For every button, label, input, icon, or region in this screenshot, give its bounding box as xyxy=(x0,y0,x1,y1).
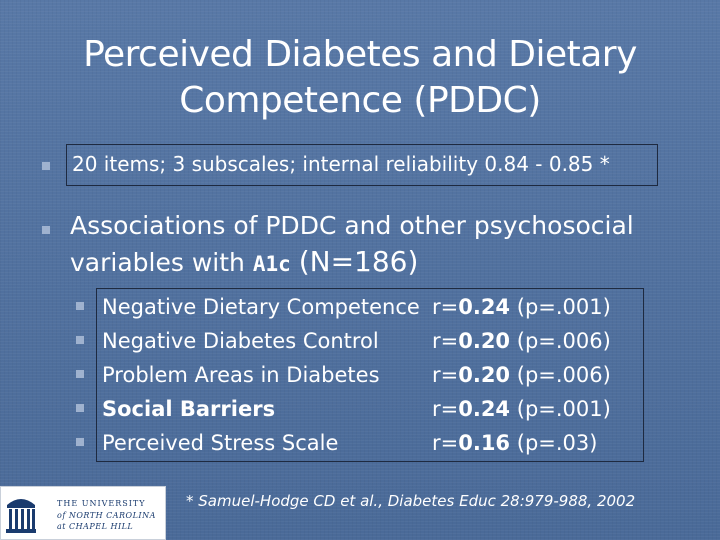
r-prefix: r= xyxy=(432,295,459,319)
bullet2-prefix: Associations of PDDC and other psychosoc… xyxy=(70,211,634,277)
association-row: Negative Diabetes Control r=0.20 (p=.006) xyxy=(0,324,720,358)
bullet-square-icon xyxy=(42,226,50,234)
bullet2-bold-term: A1c xyxy=(252,252,291,276)
logo-line-3: at CHAPEL HILL xyxy=(57,522,134,531)
bullet1-text: 20 items; 3 subscales; internal reliabil… xyxy=(72,152,610,176)
p-value: (p=.006) xyxy=(516,329,611,353)
p-value: (p=.006) xyxy=(516,363,611,387)
association-stat: r=0.20 (p=.006) xyxy=(432,324,611,358)
sub-bullet-square-icon xyxy=(76,302,84,310)
association-row: Social Barriers r=0.24 (p=.001) xyxy=(0,392,720,426)
association-stat: r=0.24 (p=.001) xyxy=(432,392,611,426)
association-label: Problem Areas in Diabetes xyxy=(102,363,380,387)
slide-title: Perceived Diabetes and Dietary Competenc… xyxy=(83,34,637,121)
association-label: Negative Dietary Competence xyxy=(102,295,420,319)
association-label: Perceived Stress Scale xyxy=(102,431,339,455)
bullet-square-icon xyxy=(42,162,50,170)
association-label: Negative Diabetes Control xyxy=(102,329,379,353)
citation: * Samuel-Hodge CD et al., Diabetes Educ … xyxy=(186,492,636,510)
association-row: Problem Areas in Diabetes r=0.20 (p=.006) xyxy=(0,358,720,392)
r-prefix: r= xyxy=(432,363,459,387)
association-stat: r=0.24 (p=.001) xyxy=(432,290,611,324)
logo-line-1: THE UNIVERSITY xyxy=(57,499,146,508)
r-value: 0.24 xyxy=(458,295,511,319)
associations-box xyxy=(96,288,644,462)
r-value: 0.20 xyxy=(458,363,511,387)
sub-bullet-square-icon xyxy=(76,336,84,344)
sub-bullet-square-icon xyxy=(76,438,84,446)
sub-bullet-square-icon xyxy=(76,404,84,412)
logo-line-2: of NORTH CAROLINA xyxy=(57,511,156,520)
r-prefix: r= xyxy=(432,431,459,455)
p-value: (p=.03) xyxy=(516,431,598,455)
r-value: 0.16 xyxy=(458,431,511,455)
association-stat: r=0.16 (p=.03) xyxy=(432,426,597,460)
association-stat: r=0.20 (p=.006) xyxy=(432,358,611,392)
r-prefix: r= xyxy=(432,329,459,353)
r-prefix: r= xyxy=(432,397,459,421)
bullet1-box xyxy=(66,144,658,186)
p-value: (p=.001) xyxy=(516,397,611,421)
university-logo: THE UNIVERSITY of NORTH CAROLINA at CHAP… xyxy=(0,486,166,540)
p-value: (p=.001) xyxy=(516,295,611,319)
bullet2-text: Associations of PDDC and other psychosoc… xyxy=(70,208,670,282)
association-row: Negative Dietary Competence r=0.24 (p=.00… xyxy=(0,290,720,324)
old-well-icon xyxy=(6,499,36,533)
association-label: Social Barriers xyxy=(102,397,276,421)
association-row: Perceived Stress Scale r=0.16 (p=.03) xyxy=(0,426,720,460)
sub-bullet-square-icon xyxy=(76,370,84,378)
r-value: 0.20 xyxy=(458,329,511,353)
r-value: 0.24 xyxy=(458,397,511,421)
bullet2-sample-size: (N=186) xyxy=(298,245,419,278)
